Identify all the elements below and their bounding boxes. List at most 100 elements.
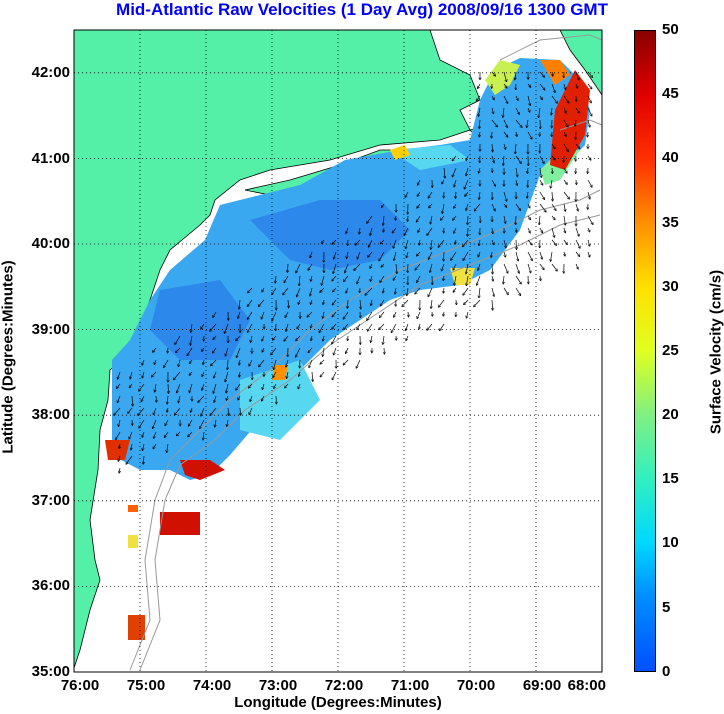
velocity-arrow (452, 167, 457, 177)
velocity-arrow (587, 239, 590, 246)
velocity-arrow (225, 347, 229, 356)
velocity-arrow (406, 251, 408, 258)
velocity-arrow (415, 263, 421, 270)
velocity-arrow (443, 311, 444, 316)
velocity-arrow (323, 311, 324, 318)
velocity-arrow (575, 251, 580, 256)
velocity-arrow (491, 95, 494, 100)
velocity-arrow (343, 359, 349, 365)
velocity-arrow (286, 359, 289, 367)
velocity-arrow (261, 311, 265, 319)
velocity-arrow (563, 95, 569, 103)
velocity-arrow (563, 119, 568, 127)
velocity-arrow (141, 395, 145, 401)
velocity-arrow (346, 227, 349, 233)
velocity-arrow (167, 443, 168, 452)
velocity-arrow (415, 287, 421, 294)
velocity-arrow (354, 263, 361, 270)
velocity-arrow (131, 443, 132, 450)
velocity-arrow (515, 71, 516, 80)
velocity-arrow (262, 287, 265, 292)
velocity-arrow (165, 419, 169, 425)
velocity-arrow (454, 275, 457, 285)
velocity-arrow (428, 251, 433, 259)
x-axis-label: Longitude (Degrees:Minutes) (234, 694, 442, 711)
velocity-arrow (438, 239, 445, 247)
velocity-arrow (247, 323, 253, 332)
velocity-arrow (297, 323, 301, 329)
velocity-arrow (454, 227, 457, 233)
velocity-arrow (503, 71, 506, 82)
velocity-arrow (285, 311, 289, 317)
velocity-arrow (258, 299, 265, 306)
velocity-arrow (427, 227, 433, 235)
land-coastline (73, 29, 481, 669)
velocity-arrow (588, 227, 590, 232)
velocity-arrow (441, 215, 445, 220)
velocity-arrow (503, 287, 508, 294)
velocity-arrow (332, 371, 337, 380)
velocity-arrow (142, 443, 144, 450)
velocity-arrow (491, 71, 495, 76)
velocity-arrow (479, 131, 480, 137)
velocity-arrow (210, 407, 217, 415)
velocity-arrow (418, 227, 421, 232)
velocity-arrow (527, 251, 532, 260)
velocity-arrow (272, 287, 277, 295)
velocity-arrow (479, 191, 480, 199)
x-tick-label: 76:00 (60, 677, 100, 694)
velocity-arrow (587, 155, 591, 160)
velocity-arrow (540, 167, 541, 177)
velocity-arrow (492, 143, 493, 152)
velocity-arrow (262, 347, 264, 352)
velocity-arrow (503, 95, 508, 103)
velocity-arrow (478, 83, 481, 88)
velocity-arrow (114, 407, 121, 415)
velocity-arrow (467, 227, 468, 236)
velocity-arrow (587, 107, 592, 116)
velocity-arrow (551, 227, 554, 237)
velocity-arrow (575, 239, 580, 248)
velocity-arrow (214, 371, 217, 378)
velocity-arrow (453, 263, 457, 270)
velocity-arrow (405, 191, 409, 197)
velocity-arrow (370, 275, 373, 281)
velocity-arrow (154, 431, 157, 438)
velocity-arrow (539, 179, 543, 185)
velocity-arrow (167, 347, 168, 353)
velocity-arrow (539, 83, 545, 90)
velocity-arrow (463, 239, 469, 246)
velocity-arrow (439, 299, 445, 307)
velocity-arrow (383, 287, 384, 293)
velocity-arrow (299, 275, 300, 285)
colorbar-tick: 5 (662, 599, 671, 616)
velocity-arrow (357, 251, 361, 259)
velocity-arrow (394, 251, 397, 260)
x-tick-label: 71:00 (390, 677, 430, 694)
velocity-arrow (539, 71, 544, 77)
colorbar-tick: 10 (662, 534, 679, 551)
velocity-arrow (176, 347, 181, 352)
velocity-arrow (466, 167, 469, 176)
velocity-arrow (343, 311, 349, 319)
velocity-arrow (191, 323, 192, 332)
velocity-arrow (539, 155, 544, 163)
velocity-arrow (191, 407, 192, 412)
velocity-arrow (551, 239, 556, 245)
velocity-arrow (417, 275, 421, 282)
velocity-arrow (479, 287, 480, 298)
velocity-arrow (539, 251, 542, 259)
velocity-arrow (298, 299, 300, 304)
velocity-arrow (527, 119, 528, 127)
velocity-arrow (250, 335, 252, 342)
velocity-arrow (168, 383, 169, 393)
velocity-arrow (419, 239, 420, 245)
velocity-arrow (492, 227, 493, 233)
velocity-arrow (201, 323, 205, 329)
velocity-arrow (211, 359, 217, 366)
velocity-arrow (551, 143, 555, 149)
plot-frame (73, 29, 603, 673)
velocity-arrow (198, 395, 205, 402)
velocity-arrow (370, 263, 373, 268)
velocity-arrow (367, 215, 373, 223)
